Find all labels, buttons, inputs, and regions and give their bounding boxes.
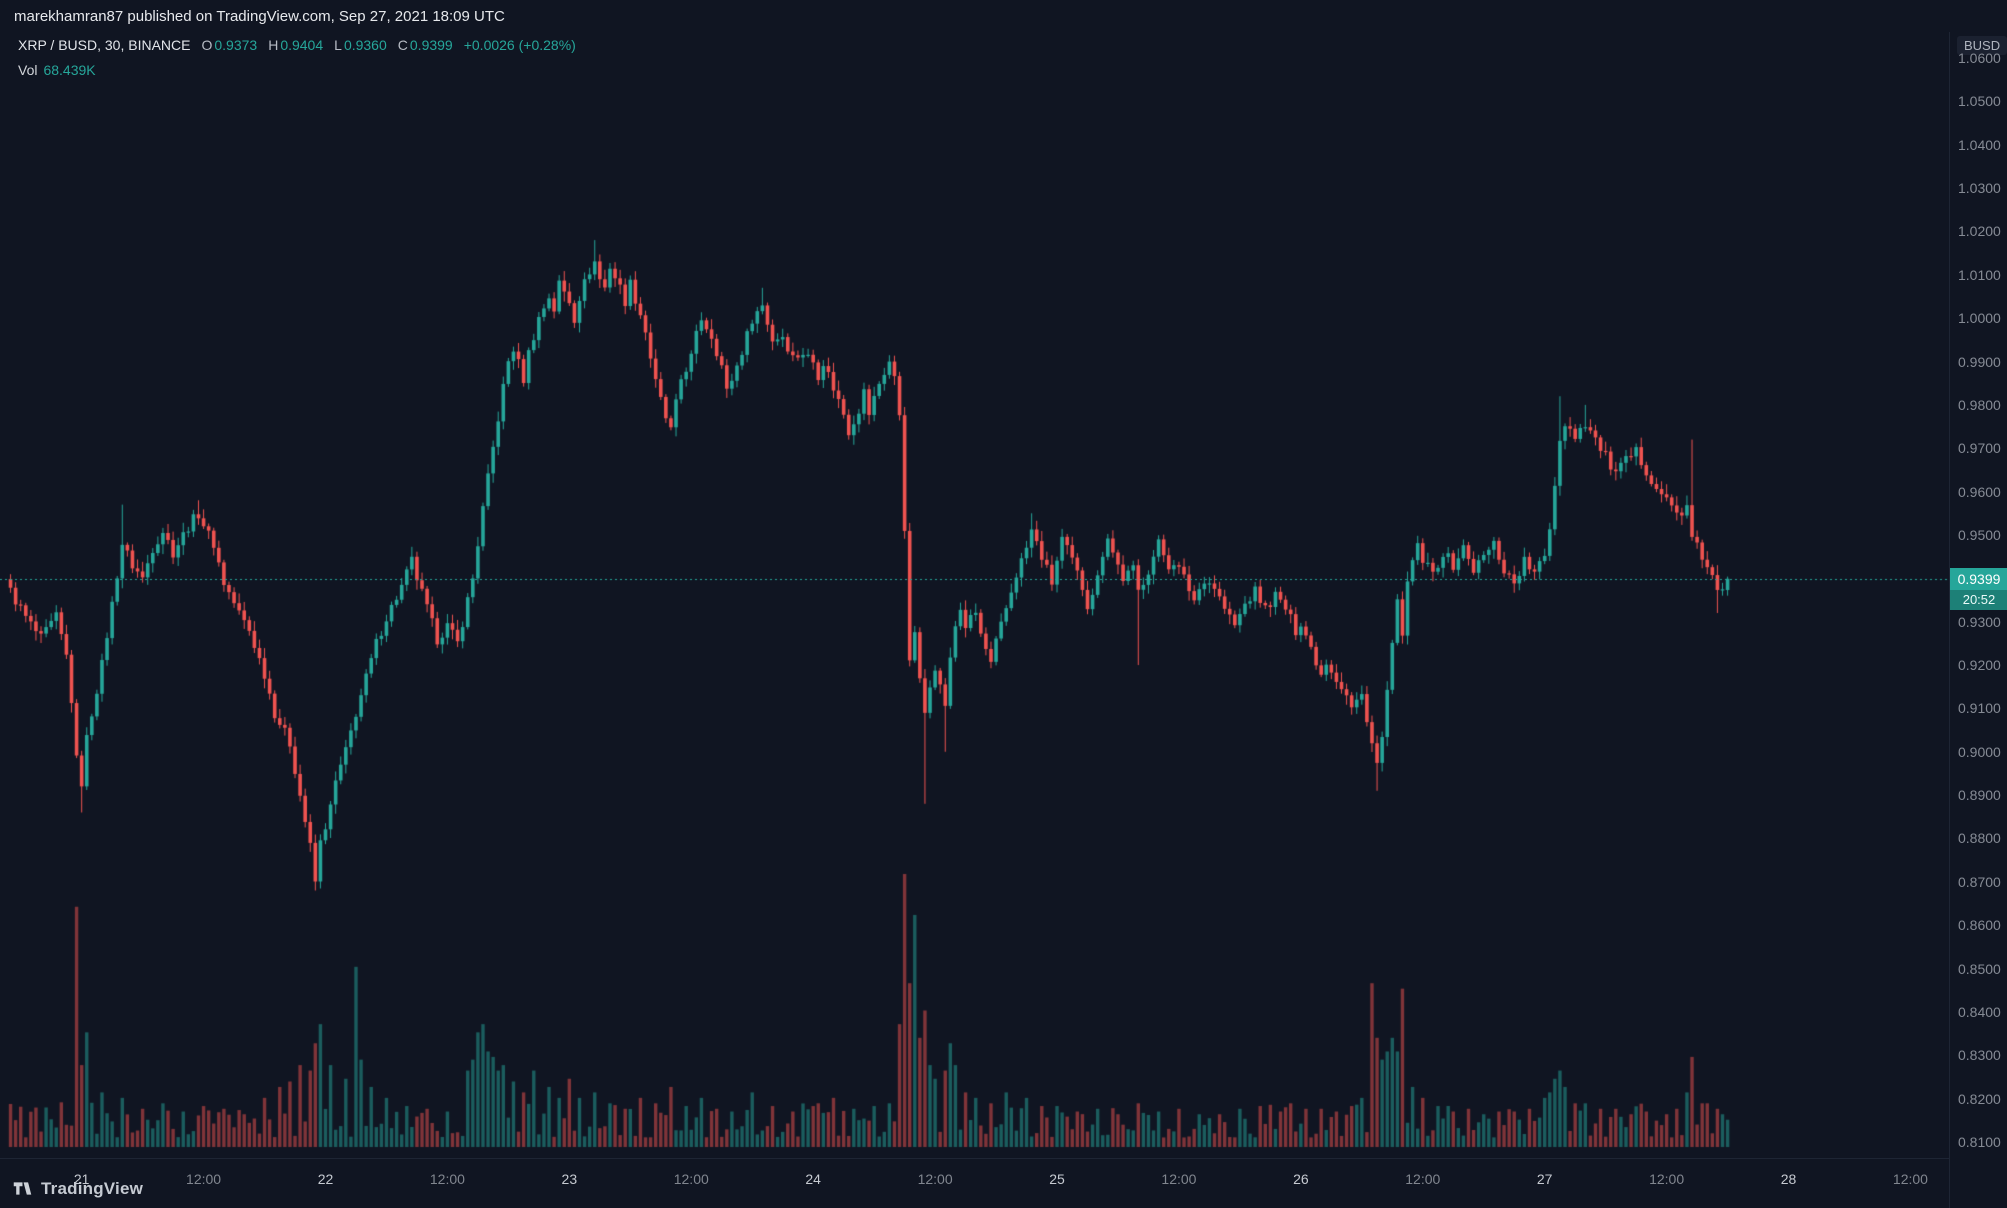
price-axis-label: 0.8200 bbox=[1958, 1090, 2001, 1107]
time-axis-label: 12:00 bbox=[673, 1171, 709, 1187]
change-value: +0.0026 (+0.28%) bbox=[463, 37, 576, 53]
ohlc-values: O 0.9373 H 0.9404 L 0.9360 C 0.9399 bbox=[190, 37, 452, 53]
volume-label: Vol bbox=[18, 62, 38, 78]
price-axis-label: 0.8900 bbox=[1958, 787, 2001, 804]
price-axis-label: 0.9900 bbox=[1958, 353, 2001, 370]
publish-bar: marekhamran87 published on TradingView.c… bbox=[0, 0, 2007, 32]
ohlc-value-C: 0.9399 bbox=[409, 37, 453, 53]
price-axis-label: 1.0200 bbox=[1958, 223, 2001, 240]
time-axis-label: 12:00 bbox=[186, 1171, 222, 1187]
publish-text: marekhamran87 published on TradingView.c… bbox=[14, 7, 505, 25]
price-axis-label: 0.8800 bbox=[1958, 830, 2001, 847]
time-axis-label: 21 bbox=[73, 1171, 90, 1187]
ohlc-letter-H: H bbox=[268, 37, 279, 53]
price-axis-label: 0.9100 bbox=[1958, 700, 2001, 717]
last-price-tag: 0.9399 bbox=[1950, 567, 2007, 590]
tradingview-logo[interactable]: TradingView bbox=[12, 1178, 143, 1199]
time-axis-label: 27 bbox=[1536, 1171, 1553, 1187]
ohlc-value-H: 0.9404 bbox=[280, 37, 324, 53]
symbol-title: XRP / BUSD, 30, BINANCE bbox=[18, 37, 191, 53]
price-axis-label: 0.8500 bbox=[1958, 960, 2001, 977]
price-axis-label: 0.8400 bbox=[1958, 1003, 2001, 1020]
time-axis-label: 26 bbox=[1293, 1171, 1309, 1187]
bar-countdown-tag: 20:52 bbox=[1950, 589, 2007, 610]
time-axis-label: 12:00 bbox=[1892, 1171, 1928, 1187]
price-axis-label: 0.9000 bbox=[1958, 743, 2001, 760]
price-axis-label: 0.8600 bbox=[1958, 917, 2001, 934]
price-axis-label: 1.0600 bbox=[1958, 50, 2001, 66]
legend-row-2: Vol 68.439K bbox=[18, 61, 576, 79]
price-axis-label: 0.9300 bbox=[1958, 613, 2001, 630]
ohlc-letter-L: L bbox=[334, 37, 342, 53]
time-axis[interactable]: 21 12:00 22 12:00 23 12:00 24 12:00 25 12:00 26 12:… bbox=[0, 1158, 1949, 1208]
price-axis-label: 0.9500 bbox=[1958, 526, 2001, 543]
price-axis-label: 1.0400 bbox=[1958, 136, 2001, 153]
price-axis-label: 0.9200 bbox=[1958, 657, 2001, 674]
time-axis-label: 28 bbox=[1780, 1171, 1797, 1187]
chart-legend: XRP / BUSD, 30, BINANCE O 0.9373 H 0.9404 L 0.… bbox=[18, 36, 576, 79]
price-axis-label: 0.9800 bbox=[1958, 396, 2001, 413]
time-axis-label: 12:00 bbox=[1649, 1171, 1685, 1187]
price-axis-label: 1.0100 bbox=[1958, 266, 2001, 283]
price-axis-label: 1.0500 bbox=[1958, 93, 2001, 110]
time-axis-label: 12:00 bbox=[1161, 1171, 1197, 1187]
ohlc-value-L: 0.9360 bbox=[343, 37, 387, 53]
price-axis-label: 0.8300 bbox=[1958, 1047, 2001, 1064]
time-axis-label: 24 bbox=[805, 1171, 821, 1187]
price-axis-label: 0.9700 bbox=[1958, 440, 2001, 457]
time-axis-label: 12:00 bbox=[1405, 1171, 1441, 1187]
ohlc-letter-O: O bbox=[201, 37, 213, 53]
price-axis[interactable]: BUSD 1.0600 1.0500 1.0400 1.0300 1.0200 1.010… bbox=[1949, 32, 2007, 1208]
time-axis-label: 25 bbox=[1049, 1171, 1065, 1187]
price-axis-label: 1.0000 bbox=[1958, 310, 2001, 327]
ohlc-letter-C: C bbox=[397, 37, 408, 53]
ohlc-value-O: 0.9373 bbox=[214, 37, 258, 53]
legend-row-1: XRP / BUSD, 30, BINANCE O 0.9373 H 0.9404 L 0.… bbox=[18, 36, 576, 54]
price-axis-label: 0.8100 bbox=[1958, 1134, 2001, 1150]
time-axis-label: 12:00 bbox=[917, 1171, 953, 1187]
price-axis-label: 0.8700 bbox=[1958, 873, 2001, 890]
tradingview-logo-icon bbox=[13, 1182, 32, 1195]
price-axis-label: 1.0300 bbox=[1958, 180, 2001, 197]
volume-value: 68.439K bbox=[43, 62, 96, 78]
currency-toggle-button[interactable]: BUSD bbox=[1957, 36, 2007, 55]
time-axis-label: 12:00 bbox=[429, 1171, 465, 1187]
time-axis-label: 22 bbox=[317, 1171, 334, 1187]
time-axis-label: 23 bbox=[561, 1171, 578, 1187]
tradingview-wordmark: TradingView bbox=[41, 1178, 144, 1198]
price-axis-label: 0.9600 bbox=[1958, 483, 2001, 500]
